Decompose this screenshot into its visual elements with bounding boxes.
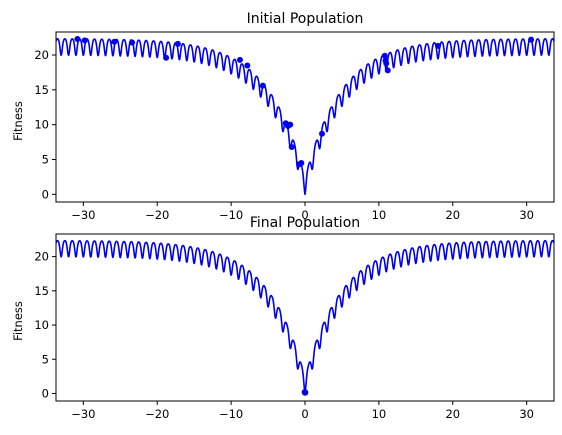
population-point xyxy=(287,121,294,128)
x-tick-label: −20 xyxy=(145,407,169,421)
population-point xyxy=(381,52,388,59)
y-tick-label: 0 xyxy=(42,386,49,400)
population-point xyxy=(174,40,181,47)
y-tick-label: 10 xyxy=(34,118,49,132)
population-point xyxy=(318,130,325,137)
plot-area xyxy=(56,35,554,196)
x-tick-label: 30 xyxy=(519,407,534,421)
y-tick-label: 15 xyxy=(34,284,49,298)
chart-title: Initial Population xyxy=(247,11,364,27)
y-axis-label: Fitness xyxy=(11,301,25,341)
chart-title: Final Population xyxy=(250,215,360,231)
x-tick-label: 0 xyxy=(301,208,308,222)
y-tick-label: 20 xyxy=(34,48,49,62)
plot-frame xyxy=(55,31,555,203)
population-point xyxy=(259,82,266,89)
x-tick-label: 20 xyxy=(445,407,460,421)
population-point xyxy=(111,38,118,45)
subplot-final-population: Final Population Fitness −30 −20 −10 0 10 20 3… xyxy=(11,215,555,421)
y-tick-label: 0 xyxy=(42,187,49,201)
fitness-curve-line xyxy=(56,37,554,196)
x-tick-label: 0 xyxy=(301,407,308,421)
population-point xyxy=(74,35,81,42)
x-tick-label: 10 xyxy=(372,208,387,222)
x-tick-label: −20 xyxy=(145,208,169,222)
y-tick-label: 5 xyxy=(42,352,49,366)
y-tick-label: 5 xyxy=(42,153,49,167)
plot-frame xyxy=(55,233,555,402)
population-point xyxy=(384,67,391,74)
population-point xyxy=(288,143,295,150)
population-point xyxy=(434,42,441,49)
axis-ticks: −30 −20 −10 0 10 20 30 0 5 10 15 20 xyxy=(34,250,534,421)
x-tick-label: 30 xyxy=(519,208,534,222)
population-point xyxy=(244,62,251,69)
population-point xyxy=(301,389,308,396)
population-point xyxy=(298,159,305,166)
subplot-initial-population: Initial Population Fitness −30 −20 −10 0 10 2… xyxy=(11,11,555,222)
x-tick-label: −30 xyxy=(71,407,95,421)
x-tick-label: −30 xyxy=(71,208,95,222)
axis-ticks: −30 −20 −10 0 10 20 30 0 5 10 15 20 xyxy=(34,48,534,222)
y-tick-label: 10 xyxy=(34,318,49,332)
y-tick-label: 15 xyxy=(34,83,49,97)
x-tick-label: 10 xyxy=(372,407,387,421)
x-tick-label: 20 xyxy=(445,208,460,222)
x-tick-label: −10 xyxy=(219,208,243,222)
population-point xyxy=(81,37,88,44)
population-point xyxy=(129,39,136,46)
population-point xyxy=(163,54,170,61)
y-tick-label: 20 xyxy=(34,250,49,264)
population-point xyxy=(528,36,535,43)
x-tick-label: −10 xyxy=(219,407,243,421)
fitness-curve-line xyxy=(56,239,554,395)
population-point xyxy=(383,60,390,67)
y-axis-label: Fitness xyxy=(11,101,25,141)
plot-area xyxy=(56,239,554,396)
population-point xyxy=(236,56,243,63)
